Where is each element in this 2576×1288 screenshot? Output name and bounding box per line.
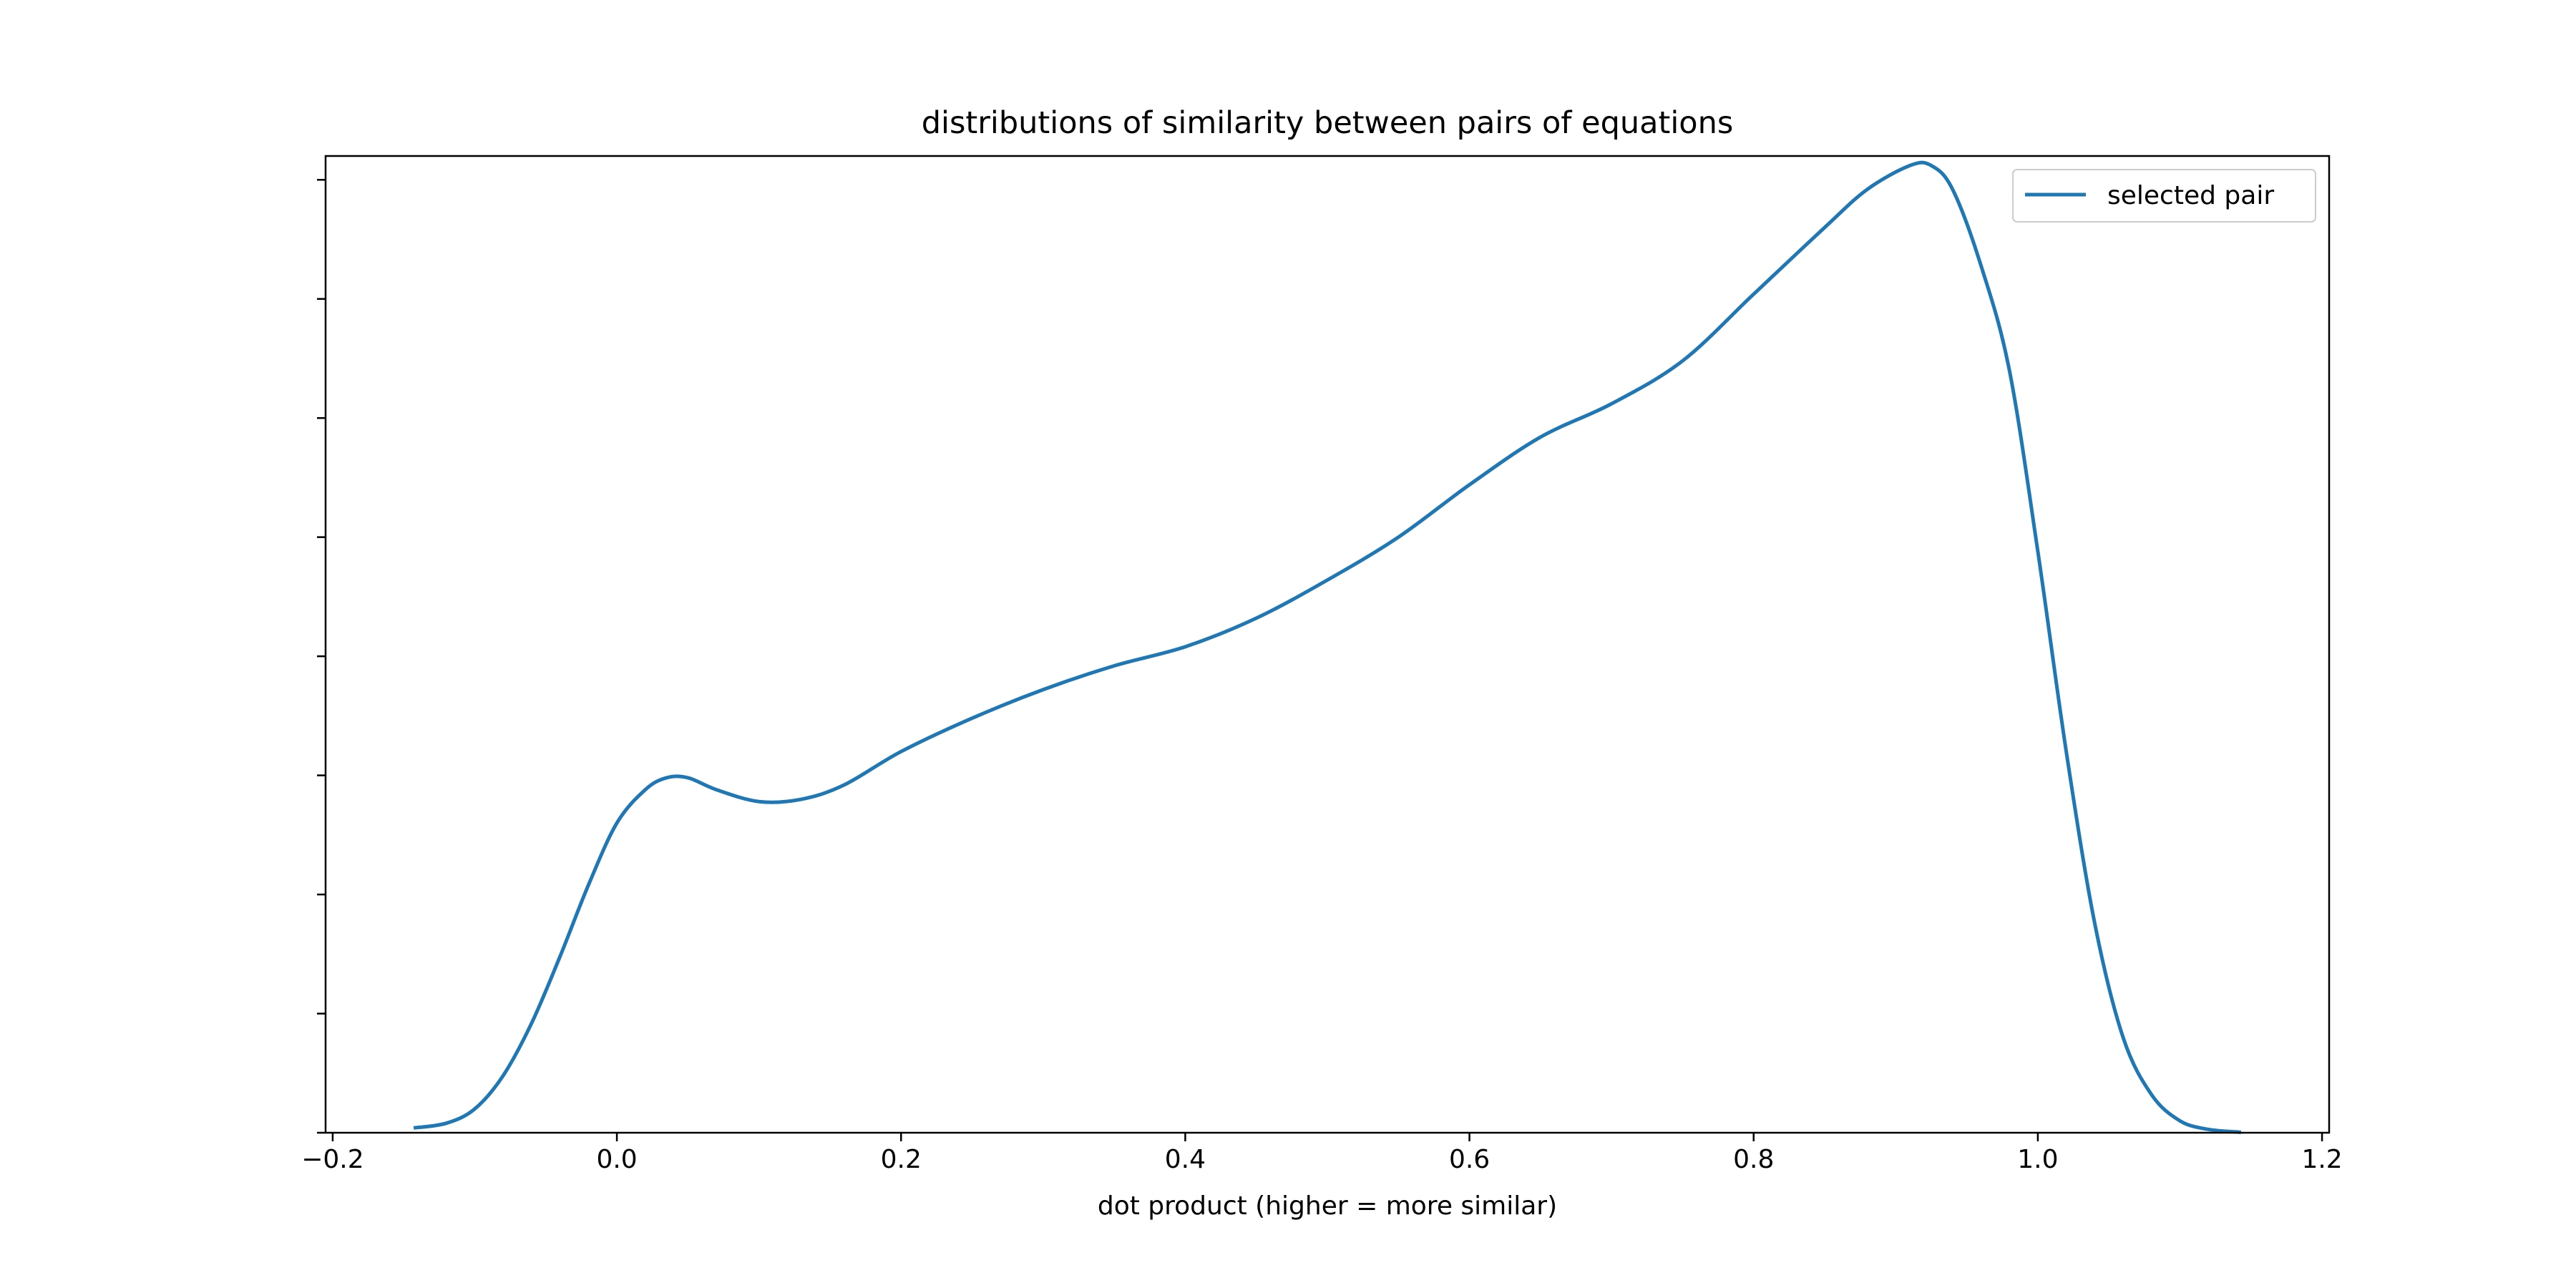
x-tick-label: 0.0: [596, 1145, 637, 1174]
x-axis-label: dot product (higher = more similar): [1098, 1191, 1557, 1221]
legend-label: selected pair: [2107, 181, 2274, 210]
x-axis-ticks: −0.2 0.0 0.2 0.4 0.6 0.8 1.0 1.2: [301, 1133, 2343, 1174]
legend: selected pair: [2012, 169, 2316, 223]
series-line-selected-pair: [413, 160, 2242, 1134]
x-tick-label: 0.4: [1165, 1145, 1206, 1174]
chart-title: distributions of similarity between pair…: [922, 105, 1734, 141]
x-tick-label: 0.6: [1449, 1145, 1490, 1174]
x-tick-label: 0.8: [1733, 1145, 1774, 1174]
x-tick-label: 1.2: [2301, 1145, 2342, 1174]
x-tick-label: 0.2: [881, 1145, 922, 1174]
y-axis-ticks: [317, 179, 326, 1134]
legend-box: [2012, 169, 2316, 223]
x-tick-label: −0.2: [301, 1145, 364, 1174]
x-tick-label: 1.0: [2017, 1145, 2058, 1174]
series-layer: [413, 160, 2242, 1134]
plot-area-frame: [324, 155, 2331, 1134]
